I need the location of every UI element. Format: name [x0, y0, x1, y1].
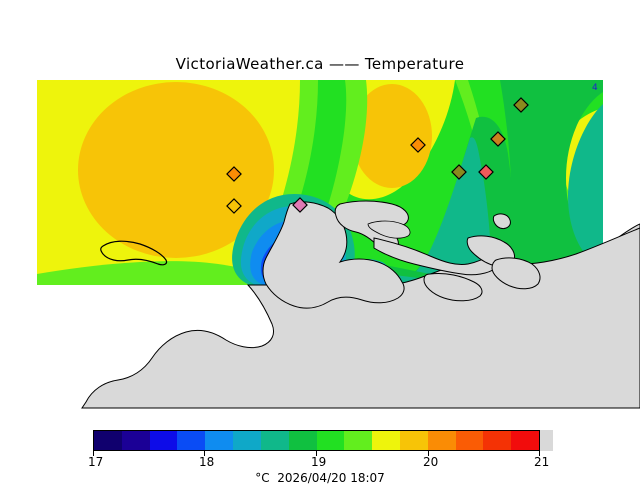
- station-strait-north[interactable]: [226, 166, 242, 182]
- station-marker-layer[interactable]: [226, 97, 529, 214]
- colorbar-tick-19: [316, 451, 317, 456]
- colorbar-legend: 17 18 19 20 21 °C 2026/04/20 18:07: [0, 425, 640, 485]
- contour-blob-orange-west: [78, 82, 274, 258]
- colorbar-swatch-1: [121, 431, 150, 450]
- map-canvas[interactable]: 4: [0, 78, 640, 418]
- colorbar-tick-18: [204, 451, 205, 456]
- station-diamond-icon[interactable]: [292, 197, 308, 213]
- page-title: VictoriaWeather.ca —— Temperature: [175, 55, 465, 73]
- land-layer: [81, 200, 640, 409]
- colorbar-label-18: 18: [199, 455, 215, 469]
- map-feature-outline-west: [100, 240, 168, 266]
- colorbar-swatch-4: [205, 431, 234, 450]
- colorbar-swatch-5: [233, 431, 261, 450]
- land-victoria-west: [262, 201, 405, 309]
- colorbar-label-19: 19: [311, 455, 327, 469]
- colorbar-swatch-12: [427, 431, 456, 450]
- colorbar-swatch-10: [372, 431, 400, 450]
- station-diamond-icon[interactable]: [226, 198, 242, 214]
- land-islet-ridge: [492, 213, 511, 229]
- station-north-peninsula[interactable]: [513, 97, 529, 113]
- station-saanich-inlet[interactable]: [410, 137, 426, 153]
- map-artifact-label: 4: [592, 83, 598, 93]
- temperature-contour-map[interactable]: 4: [0, 78, 640, 418]
- station-cold-core[interactable]: [292, 197, 308, 213]
- contour-blob-orange-central: [352, 84, 432, 188]
- colorbar-tick-20: [428, 451, 429, 456]
- land-islet-saanich: [367, 220, 411, 239]
- colorbar-label-min: 17: [88, 455, 104, 469]
- station-diamond-icon[interactable]: [226, 166, 242, 182]
- colorbar-label-max: 21: [534, 455, 550, 469]
- colorbar-label-20: 20: [423, 455, 439, 469]
- colorbar-swatch-7: [288, 431, 317, 450]
- station-diamond-icon[interactable]: [478, 164, 494, 180]
- colorbar-tick-21: [539, 451, 540, 456]
- colorbar-swatch-11: [399, 431, 428, 450]
- station-strait-south[interactable]: [226, 198, 242, 214]
- station-diamond-icon[interactable]: [513, 97, 529, 113]
- contour-band-tealgreen-east: [568, 104, 603, 268]
- colorbar-swatch-9: [344, 431, 373, 450]
- colorbar-tick-17: [93, 451, 94, 456]
- colorbar-swatch-13: [455, 431, 484, 450]
- colorbar-overflow-swatch: [540, 430, 553, 451]
- station-victoria[interactable]: [478, 164, 494, 180]
- colorbar-swatch-14: [483, 431, 512, 450]
- colorbar-swatch-15: [511, 431, 539, 450]
- colorbar-swatch-2: [149, 431, 178, 450]
- station-ridge-top[interactable]: [490, 131, 506, 147]
- station-diamond-icon[interactable]: [451, 164, 467, 180]
- station-diamond-icon[interactable]: [490, 131, 506, 147]
- contour-band-yellowgreen-sw: [37, 261, 258, 285]
- colorbar-swatch-0: [94, 431, 122, 450]
- station-diamond-icon[interactable]: [410, 137, 426, 153]
- land-island-inner: [423, 273, 483, 302]
- contour-band-green-ribbon: [264, 80, 347, 285]
- station-saanich-mid[interactable]: [451, 164, 467, 180]
- colorbar-gradient[interactable]: [93, 430, 540, 451]
- colorbar-swatch-6: [260, 431, 289, 450]
- colorbar-swatch-8: [316, 431, 345, 450]
- land-island-sidney: [491, 257, 541, 290]
- colorbar-swatch-3: [177, 431, 206, 450]
- colorbar-caption: °C 2026/04/20 18:07: [255, 471, 385, 485]
